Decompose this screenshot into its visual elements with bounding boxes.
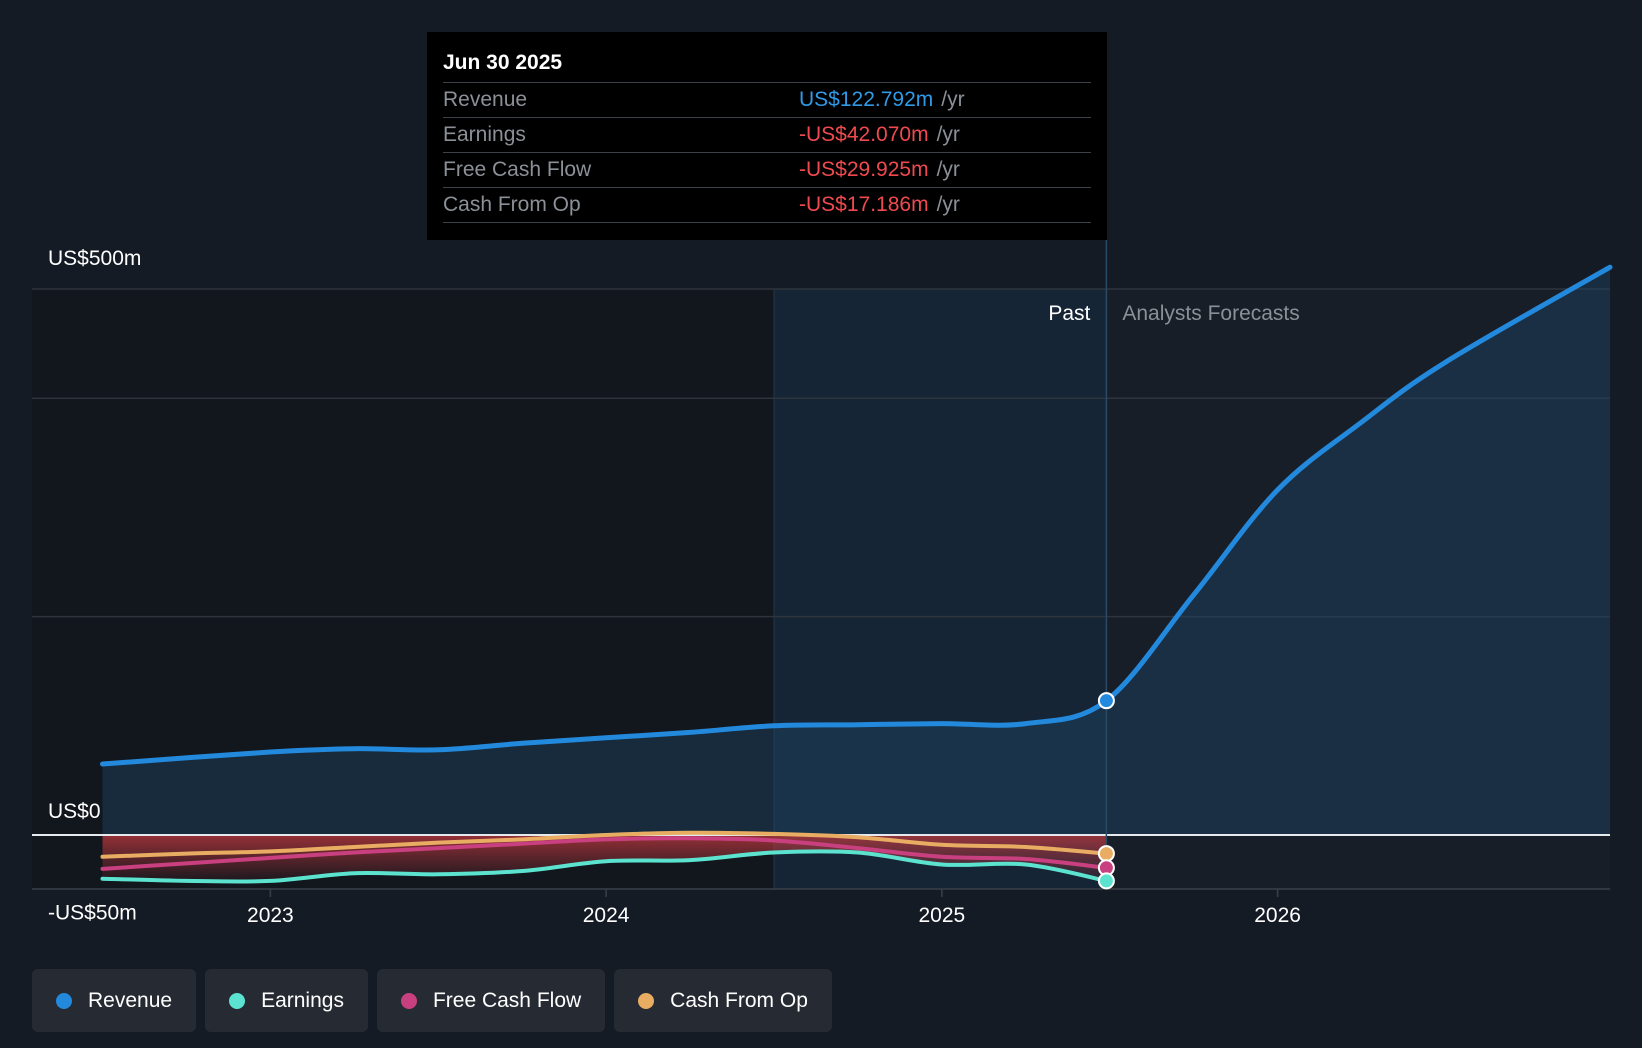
tooltip-row-free-cash-flow: Free Cash Flow -US$29.925m /yr <box>443 152 1091 187</box>
tooltip-unit: /yr <box>936 123 960 146</box>
point-marker-earnings <box>1097 872 1115 890</box>
past-label: Past <box>1048 302 1090 325</box>
legend-dot-icon <box>638 992 655 1009</box>
tooltip-unit: /yr <box>936 158 960 181</box>
x-tick-label: 2025 <box>919 904 966 927</box>
x-tick-label: 2024 <box>583 904 630 927</box>
legend-item-cash-from-op[interactable]: Cash From Op <box>614 969 832 1032</box>
legend-label: Free Cash Flow <box>432 988 582 1012</box>
y-axis-label: US$0 <box>48 800 101 823</box>
legend-dot-icon <box>400 992 417 1009</box>
series-line-revenue <box>100 264 1613 767</box>
y-axis-label: -US$50m <box>48 902 137 925</box>
tooltip-value: -US$17.186m <box>799 193 929 216</box>
legend-item-free-cash-flow[interactable]: Free Cash Flow <box>376 969 606 1032</box>
data-tooltip: Jun 30 2025 Revenue US$122.792m /yr Earn… <box>427 32 1107 240</box>
past-background <box>32 289 774 889</box>
tooltip-date: Jun 30 2025 <box>443 51 563 74</box>
legend-item-revenue[interactable]: Revenue <box>32 969 197 1032</box>
x-tick-label: 2026 <box>1254 904 1301 927</box>
series-line-free-cash-flow <box>100 836 1109 871</box>
tooltip-value: US$122.792m <box>799 88 934 111</box>
tooltip-unit: /yr <box>936 193 960 216</box>
legend-item-earnings[interactable]: Earnings <box>205 969 368 1032</box>
series-line-cash-from-op <box>100 830 1109 859</box>
forecast-label: Analysts Forecasts <box>1122 302 1299 325</box>
tooltip-unit: /yr <box>941 88 965 111</box>
legend-dot-icon <box>229 992 246 1009</box>
tooltip-row-earnings: Earnings -US$42.070m /yr <box>443 117 1091 152</box>
legend-label: Revenue <box>88 988 173 1012</box>
tooltip-row-cash-from-op: Cash From Op -US$17.186m /yr <box>443 187 1091 223</box>
legend-dot-icon <box>56 992 72 1009</box>
legend-label: Earnings <box>261 988 344 1012</box>
tooltip-label: Earnings <box>443 123 526 146</box>
chart-legend: Revenue Earnings Free Cash Flow Cash Fro… <box>32 969 832 1032</box>
tooltip-value: -US$29.925m <box>799 158 929 181</box>
tooltip-value: -US$42.070m <box>799 123 929 146</box>
tooltip-label: Revenue <box>443 88 528 111</box>
legend-label: Cash From Op <box>670 988 808 1012</box>
point-marker-cash-from-op <box>1097 845 1115 863</box>
point-marker-revenue <box>1097 692 1115 710</box>
tooltip-label: Free Cash Flow <box>443 158 592 181</box>
series-line-earnings <box>100 849 1109 884</box>
forecast-background <box>1106 289 1610 889</box>
y-axis-label: US$500m <box>48 247 141 270</box>
tooltip-row-revenue: Revenue US$122.792m /yr <box>443 82 1091 117</box>
revenue-area <box>102 267 1610 835</box>
tooltip-label: Cash From Op <box>443 193 581 216</box>
x-tick-label: 2023 <box>247 904 294 927</box>
past-highlight-band <box>773 289 1107 889</box>
